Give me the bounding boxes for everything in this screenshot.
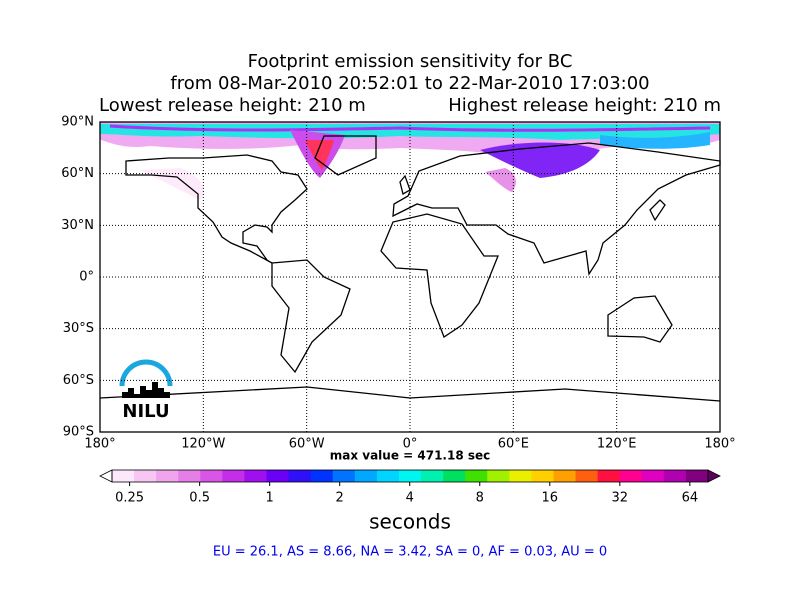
colorbar-bin: [641, 470, 665, 482]
colorbar-tick-label: 1: [266, 491, 274, 506]
africa: [380, 213, 499, 338]
title: Footprint emission sensitivity for BC: [248, 51, 573, 72]
colorbar-tick-label: 0.25: [115, 491, 144, 506]
region-totals: EU = 26.1, AS = 8.66, NA = 3.42, SA = 0,…: [213, 545, 607, 560]
south-america: [271, 259, 351, 374]
colorbar-bin: [156, 470, 179, 482]
colorbar-bin: [443, 470, 466, 482]
lon-label: 120°W: [181, 437, 225, 452]
colorbar-bin: [663, 470, 687, 482]
lon-label: 180°: [704, 437, 735, 452]
plume: [109, 124, 711, 132]
map-frame: [99, 121, 721, 433]
colorbar-bin: [266, 470, 290, 482]
plume: [305, 140, 334, 170]
period: from 08-Mar-2010 20:52:01 to 22-Mar-2010…: [170, 73, 649, 94]
colorbar-label: seconds: [369, 510, 451, 534]
max-value: max value = 471.18 sec: [330, 449, 491, 463]
colorbar-tick-label: 0.5: [189, 491, 210, 506]
lon-label: 60°W: [289, 437, 325, 452]
colorbar-bin: [134, 470, 157, 482]
lat-label: 90°N: [61, 115, 94, 130]
colorbar-bin: [354, 470, 378, 482]
colorbar-bin: [332, 470, 356, 482]
colorbar-bin: [200, 470, 223, 482]
plume: [140, 168, 204, 200]
lat-label: 30°N: [61, 218, 94, 233]
uk: [399, 174, 411, 195]
lat-label: 30°S: [63, 321, 94, 336]
lat-label: 0°: [79, 270, 94, 285]
lowest-height: Lowest release height: 210 m: [99, 95, 366, 116]
colorbar-bin: [376, 470, 400, 482]
colorbar-bin: [222, 470, 245, 482]
lon-label: 180°: [84, 437, 115, 452]
colorbar-bin: [465, 470, 488, 482]
colorbar-bin: [310, 470, 334, 482]
colorbar-bin: [553, 470, 577, 482]
colorbar-tick-label: 8: [476, 491, 484, 506]
lat-label: 60°N: [61, 166, 94, 181]
plume: [480, 142, 600, 178]
colorbar-bin: [398, 470, 422, 482]
australia: [607, 295, 673, 343]
lat-label: 60°S: [63, 373, 94, 388]
colorbar-tick-label: 64: [682, 491, 699, 506]
logo-arc: [119, 359, 173, 387]
colorbar-tick-label: 16: [542, 491, 559, 506]
lat-label: 90°S: [63, 425, 94, 440]
logo: NILU: [119, 359, 173, 422]
greenland: [314, 135, 377, 176]
colorbar-bin: [575, 470, 599, 482]
logo-text: NILU: [122, 401, 169, 422]
north-america: [125, 154, 308, 264]
colorbar-bin: [288, 470, 312, 482]
plume: [600, 132, 710, 149]
japan: [649, 199, 666, 222]
colorbar-bin: [244, 470, 268, 482]
lon-label: 120°E: [597, 437, 637, 452]
colorbar-bin: [685, 470, 709, 482]
colorbar-bin: [597, 470, 621, 482]
colorbar-tick-label: 32: [612, 491, 629, 506]
colorbar-bin: [619, 470, 643, 482]
colorbar-bin: [487, 470, 510, 482]
logo-skyline: [122, 382, 170, 398]
map: NILU: [99, 121, 721, 433]
lon-label: 60°E: [498, 437, 529, 452]
colorbar-bin: [531, 470, 554, 482]
colorbar-bin: [509, 470, 532, 482]
colorbar-bin: [178, 470, 201, 482]
colorbar-tick-label: 4: [406, 491, 414, 506]
lon-label: 0°: [403, 437, 418, 452]
highest-height: Highest release height: 210 m: [448, 95, 721, 116]
colorbar-bin: [112, 470, 135, 482]
colorbar-tick-label: 2: [336, 491, 344, 506]
colorbar-bin: [421, 470, 444, 482]
